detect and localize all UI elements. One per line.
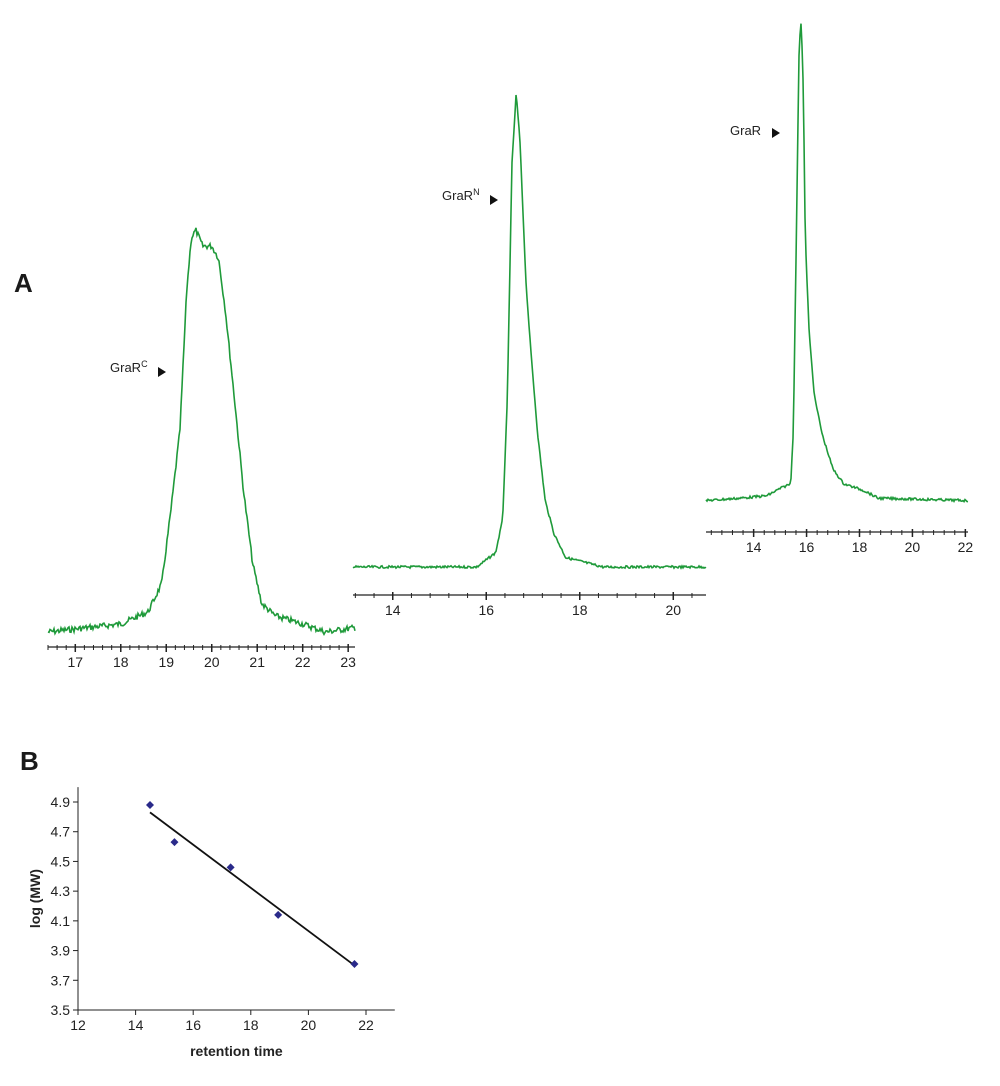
tick-label: 22 [295, 654, 311, 670]
y-tick-label: 3.7 [51, 972, 71, 988]
tick-label: 22 [958, 539, 974, 555]
peak-label-superscript: C [141, 359, 148, 369]
x-tick-label: 22 [358, 1017, 374, 1033]
tick-label: 21 [249, 654, 265, 670]
x-axis-title: retention time [190, 1043, 283, 1059]
x-tick-label: 14 [128, 1017, 144, 1033]
chromatogram-2: 14 16 18 20 GraRN [352, 94, 707, 618]
x-tick-label: 20 [301, 1017, 317, 1033]
arrow-icon [158, 367, 166, 377]
tick-label: 17 [67, 654, 83, 670]
tick-label: 14 [385, 602, 401, 618]
peak-label-superscript: N [473, 187, 480, 197]
y-tick-label: 4.5 [51, 853, 71, 869]
x-tick-label: 16 [185, 1017, 201, 1033]
y-tick-label: 4.9 [51, 794, 71, 810]
panel-label-a: A [14, 268, 33, 298]
fit-line [149, 811, 356, 967]
panel-label-b: B [20, 746, 39, 776]
tick-label: 16 [799, 539, 815, 555]
y-tick-label: 3.5 [51, 1002, 71, 1018]
peak-label: GraRN [442, 187, 480, 203]
tick-label: 18 [113, 654, 129, 670]
arrow-icon [490, 195, 498, 205]
tick-label: 14 [746, 539, 762, 555]
trace-line [47, 227, 356, 636]
y-tick-label: 4.1 [51, 913, 71, 929]
chromatogram-3: 14 16 18 20 22 GraR [705, 23, 974, 555]
y-axis-title: log (MW) [27, 869, 43, 928]
tick-label: 20 [665, 602, 681, 618]
x-tick-label: 18 [243, 1017, 259, 1033]
arrow-icon [772, 128, 780, 138]
data-point [274, 910, 283, 919]
data-point [350, 959, 359, 968]
tick-label: 18 [572, 602, 588, 618]
tick-label: 16 [478, 602, 494, 618]
y-tick-label: 3.9 [51, 943, 71, 959]
trace-line [352, 94, 707, 570]
chromatogram-1: 17 18 19 20 21 22 23 GraRC [47, 227, 356, 670]
data-point [226, 863, 235, 872]
y-tick-label: 4.7 [51, 824, 71, 840]
calibration-plot: 12 14 16 18 20 22 3.5 3.7 3.9 4.1 4.3 4.5 4.7 4.9 rete… [27, 787, 395, 1059]
data-point [146, 800, 154, 809]
trace-line [705, 23, 969, 503]
tick-label: 23 [340, 654, 356, 670]
y-tick-label: 4.3 [51, 883, 71, 899]
tick-label: 19 [158, 654, 174, 670]
peak-label: GraRC [110, 359, 148, 375]
tick-label: 18 [852, 539, 868, 555]
data-point [170, 838, 179, 847]
x-tick-label: 12 [70, 1017, 86, 1033]
peak-label: GraR [730, 123, 761, 138]
tick-label: 20 [905, 539, 921, 555]
tick-label: 20 [204, 654, 220, 670]
